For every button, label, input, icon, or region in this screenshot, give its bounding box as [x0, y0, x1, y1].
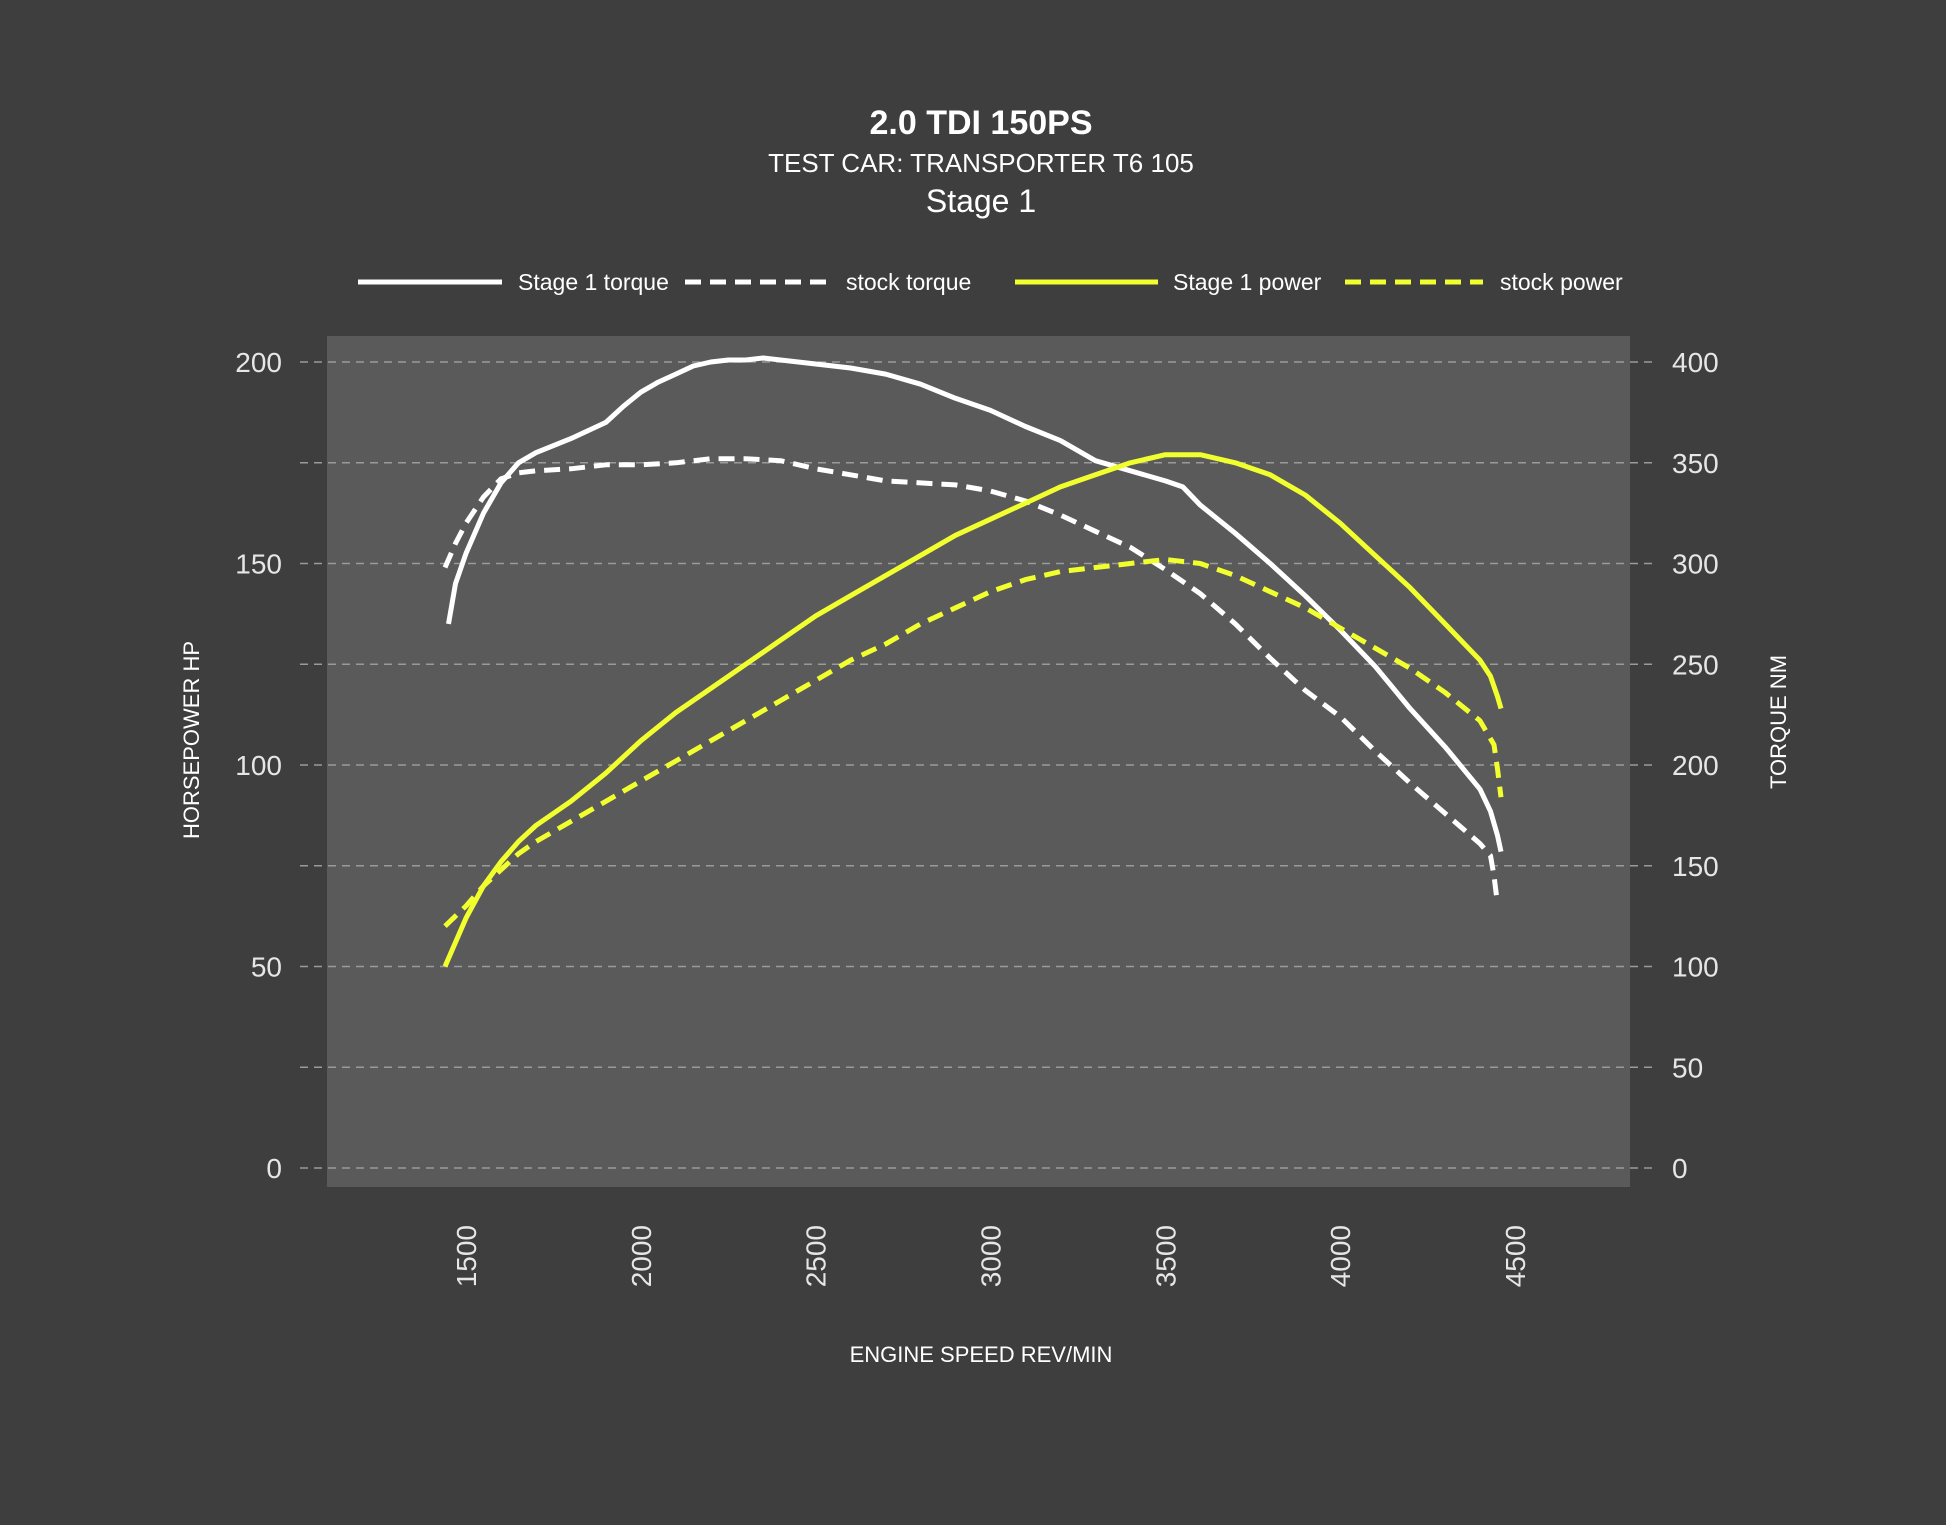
y-left-tick-label: 100 [235, 750, 282, 781]
legend-label: Stage 1 power [1173, 269, 1322, 295]
x-tick-label: 2500 [801, 1225, 832, 1287]
series-line-stage-1-power [442, 452, 1504, 968]
y-right-tick-label: 200 [1672, 750, 1719, 781]
y-right-tick-label: 250 [1672, 649, 1719, 680]
y-axis-left-label: HORSEPOWER HP [179, 641, 204, 839]
ticks: 0501001502000501001502002503003504001500… [235, 347, 1718, 1287]
series-line-stock-torque [442, 456, 1500, 905]
y-left-tick-label: 0 [266, 1153, 282, 1184]
chart-title: 2.0 TDI 150PS [869, 104, 1092, 142]
y-left-tick-label: 200 [235, 347, 282, 378]
x-tick-label: 2000 [626, 1225, 657, 1287]
chart-stage-label: Stage 1 [926, 183, 1036, 219]
plot-area [327, 336, 1630, 1187]
x-axis-label: ENGINE SPEED REV/MIN [850, 1342, 1113, 1367]
y-axis-right-label: TORQUE NM [1766, 655, 1791, 789]
x-tick-label: 3000 [976, 1225, 1007, 1287]
y-right-tick-label: 400 [1672, 347, 1719, 378]
x-tick-label: 4500 [1500, 1225, 1531, 1287]
legend-label: stock torque [846, 269, 971, 295]
x-tick-label: 1500 [451, 1225, 482, 1287]
y-right-tick-label: 0 [1672, 1153, 1688, 1184]
y-right-tick-label: 100 [1672, 952, 1719, 983]
series-lines [442, 355, 1504, 968]
series-line-stock-power [443, 557, 1504, 929]
y-left-tick-label: 150 [235, 549, 282, 580]
y-right-tick-label: 350 [1672, 448, 1719, 479]
grid [300, 361, 1655, 1169]
legend-label: stock power [1500, 269, 1623, 295]
y-left-tick-label: 50 [251, 952, 282, 983]
x-tick-label: 3500 [1150, 1225, 1181, 1287]
y-right-tick-label: 50 [1672, 1052, 1703, 1083]
chart-subtitle: TEST CAR: TRANSPORTER T6 105 [768, 148, 1194, 178]
y-right-tick-label: 150 [1672, 851, 1719, 882]
legend-label: Stage 1 torque [518, 269, 669, 295]
y-right-tick-label: 300 [1672, 549, 1719, 580]
x-tick-label: 4000 [1325, 1225, 1356, 1287]
legend: Stage 1 torque stock torque Stage 1 power s… [358, 269, 1623, 295]
